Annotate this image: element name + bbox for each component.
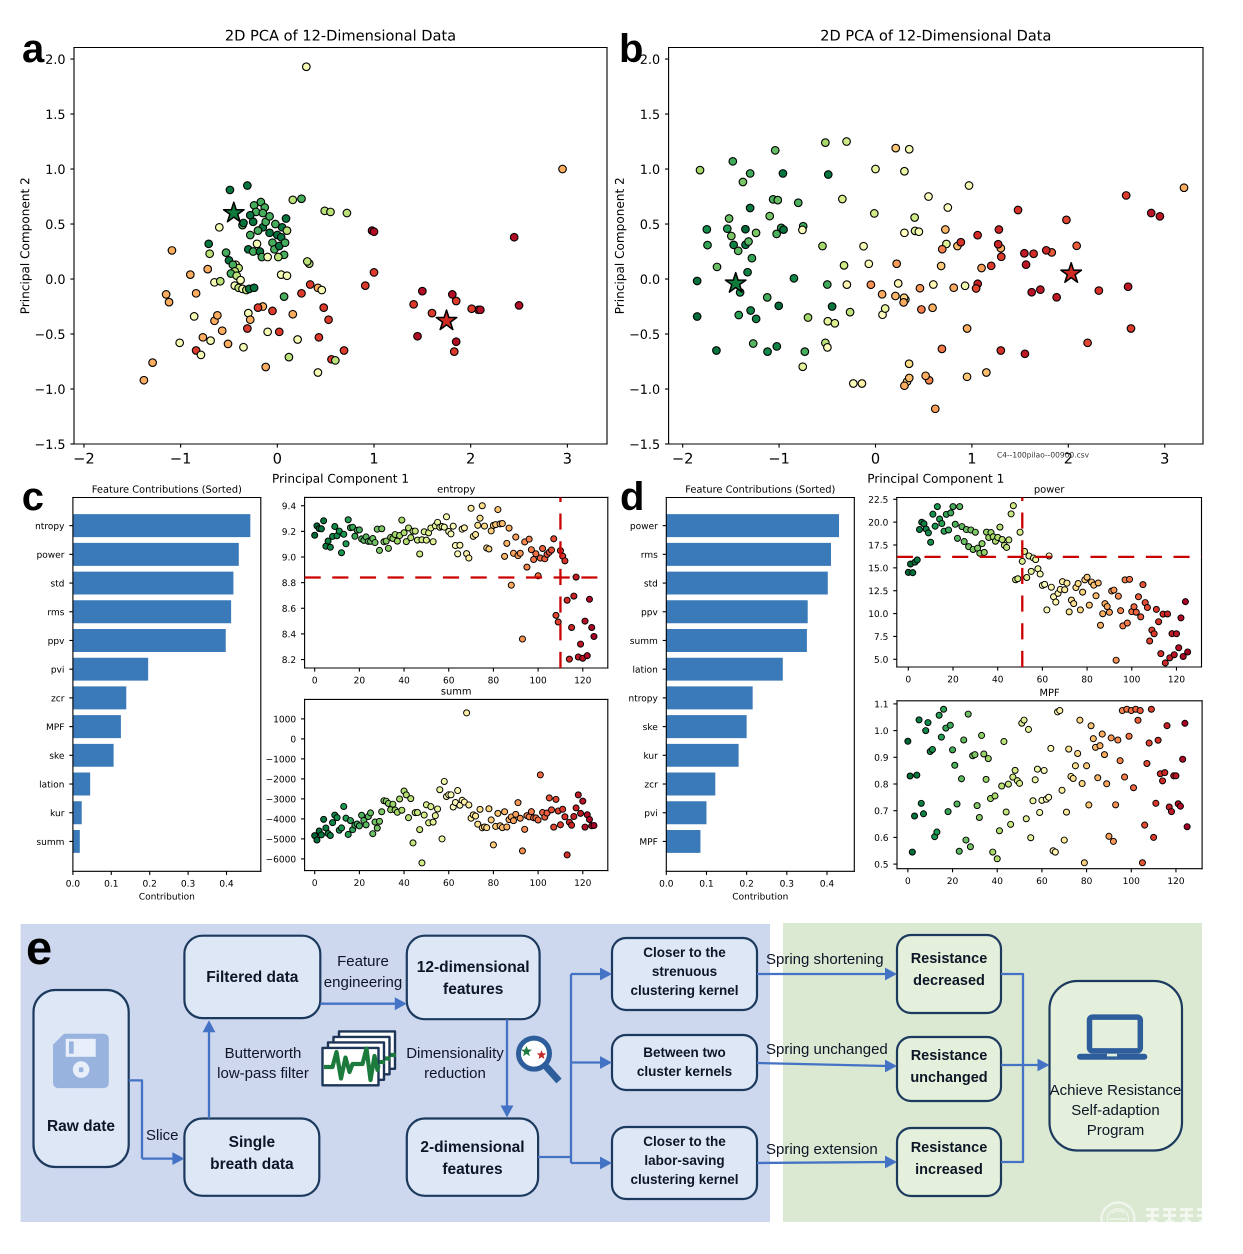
svg-text:decreased: decreased (913, 973, 985, 989)
svg-text:c: c (22, 475, 44, 519)
svg-text:Between two: Between two (643, 1045, 726, 1060)
svg-text:strenuous: strenuous (652, 964, 717, 979)
svg-text:b: b (619, 27, 643, 71)
svg-text:e: e (26, 921, 52, 974)
svg-text:Single: Single (229, 1134, 276, 1151)
svg-text:Spring shortening: Spring shortening (766, 951, 884, 968)
svg-text:reduction: reduction (424, 1065, 486, 1082)
svg-text:labor-saving: labor-saving (644, 1153, 724, 1168)
svg-text:Slice: Slice (146, 1127, 179, 1144)
svg-text:Dimensionality: Dimensionality (406, 1045, 504, 1062)
svg-text:Achieve Resistance: Achieve Resistance (1050, 1082, 1182, 1099)
svg-text:engineering: engineering (324, 974, 402, 991)
svg-text:increased: increased (915, 1162, 983, 1178)
svg-text:unchanged: unchanged (910, 1070, 987, 1086)
svg-text:cluster kernels: cluster kernels (637, 1064, 732, 1079)
svg-text:Program: Program (1087, 1122, 1145, 1139)
svg-text:clustering kernel: clustering kernel (630, 1172, 738, 1187)
svg-text:Resistance: Resistance (911, 1048, 988, 1064)
svg-text:features: features (443, 981, 503, 998)
svg-text:a: a (22, 27, 45, 71)
svg-text:Resistance: Resistance (911, 1140, 988, 1156)
svg-text:Closer to the: Closer to the (643, 945, 726, 960)
svg-text:Butterworth: Butterworth (225, 1045, 302, 1062)
svg-text:12-dimensional: 12-dimensional (417, 959, 530, 976)
svg-text:d: d (620, 475, 644, 519)
svg-text:Self-adaption: Self-adaption (1071, 1102, 1159, 1119)
svg-text:Feature: Feature (337, 953, 389, 970)
svg-text:Spring unchanged: Spring unchanged (766, 1041, 888, 1058)
svg-text:Resistance: Resistance (911, 951, 988, 967)
svg-text:features: features (442, 1161, 502, 1178)
svg-text:Spring extension: Spring extension (766, 1141, 878, 1158)
svg-text:Closer to the: Closer to the (643, 1134, 726, 1149)
svg-text:Filtered data: Filtered data (206, 969, 299, 986)
svg-text:2-dimensional: 2-dimensional (420, 1139, 524, 1156)
svg-text:Raw date: Raw date (47, 1118, 115, 1135)
svg-text:low-pass filter: low-pass filter (217, 1065, 309, 1082)
svg-text:breath data: breath data (210, 1156, 294, 1173)
svg-text:clustering kernel: clustering kernel (630, 983, 738, 998)
